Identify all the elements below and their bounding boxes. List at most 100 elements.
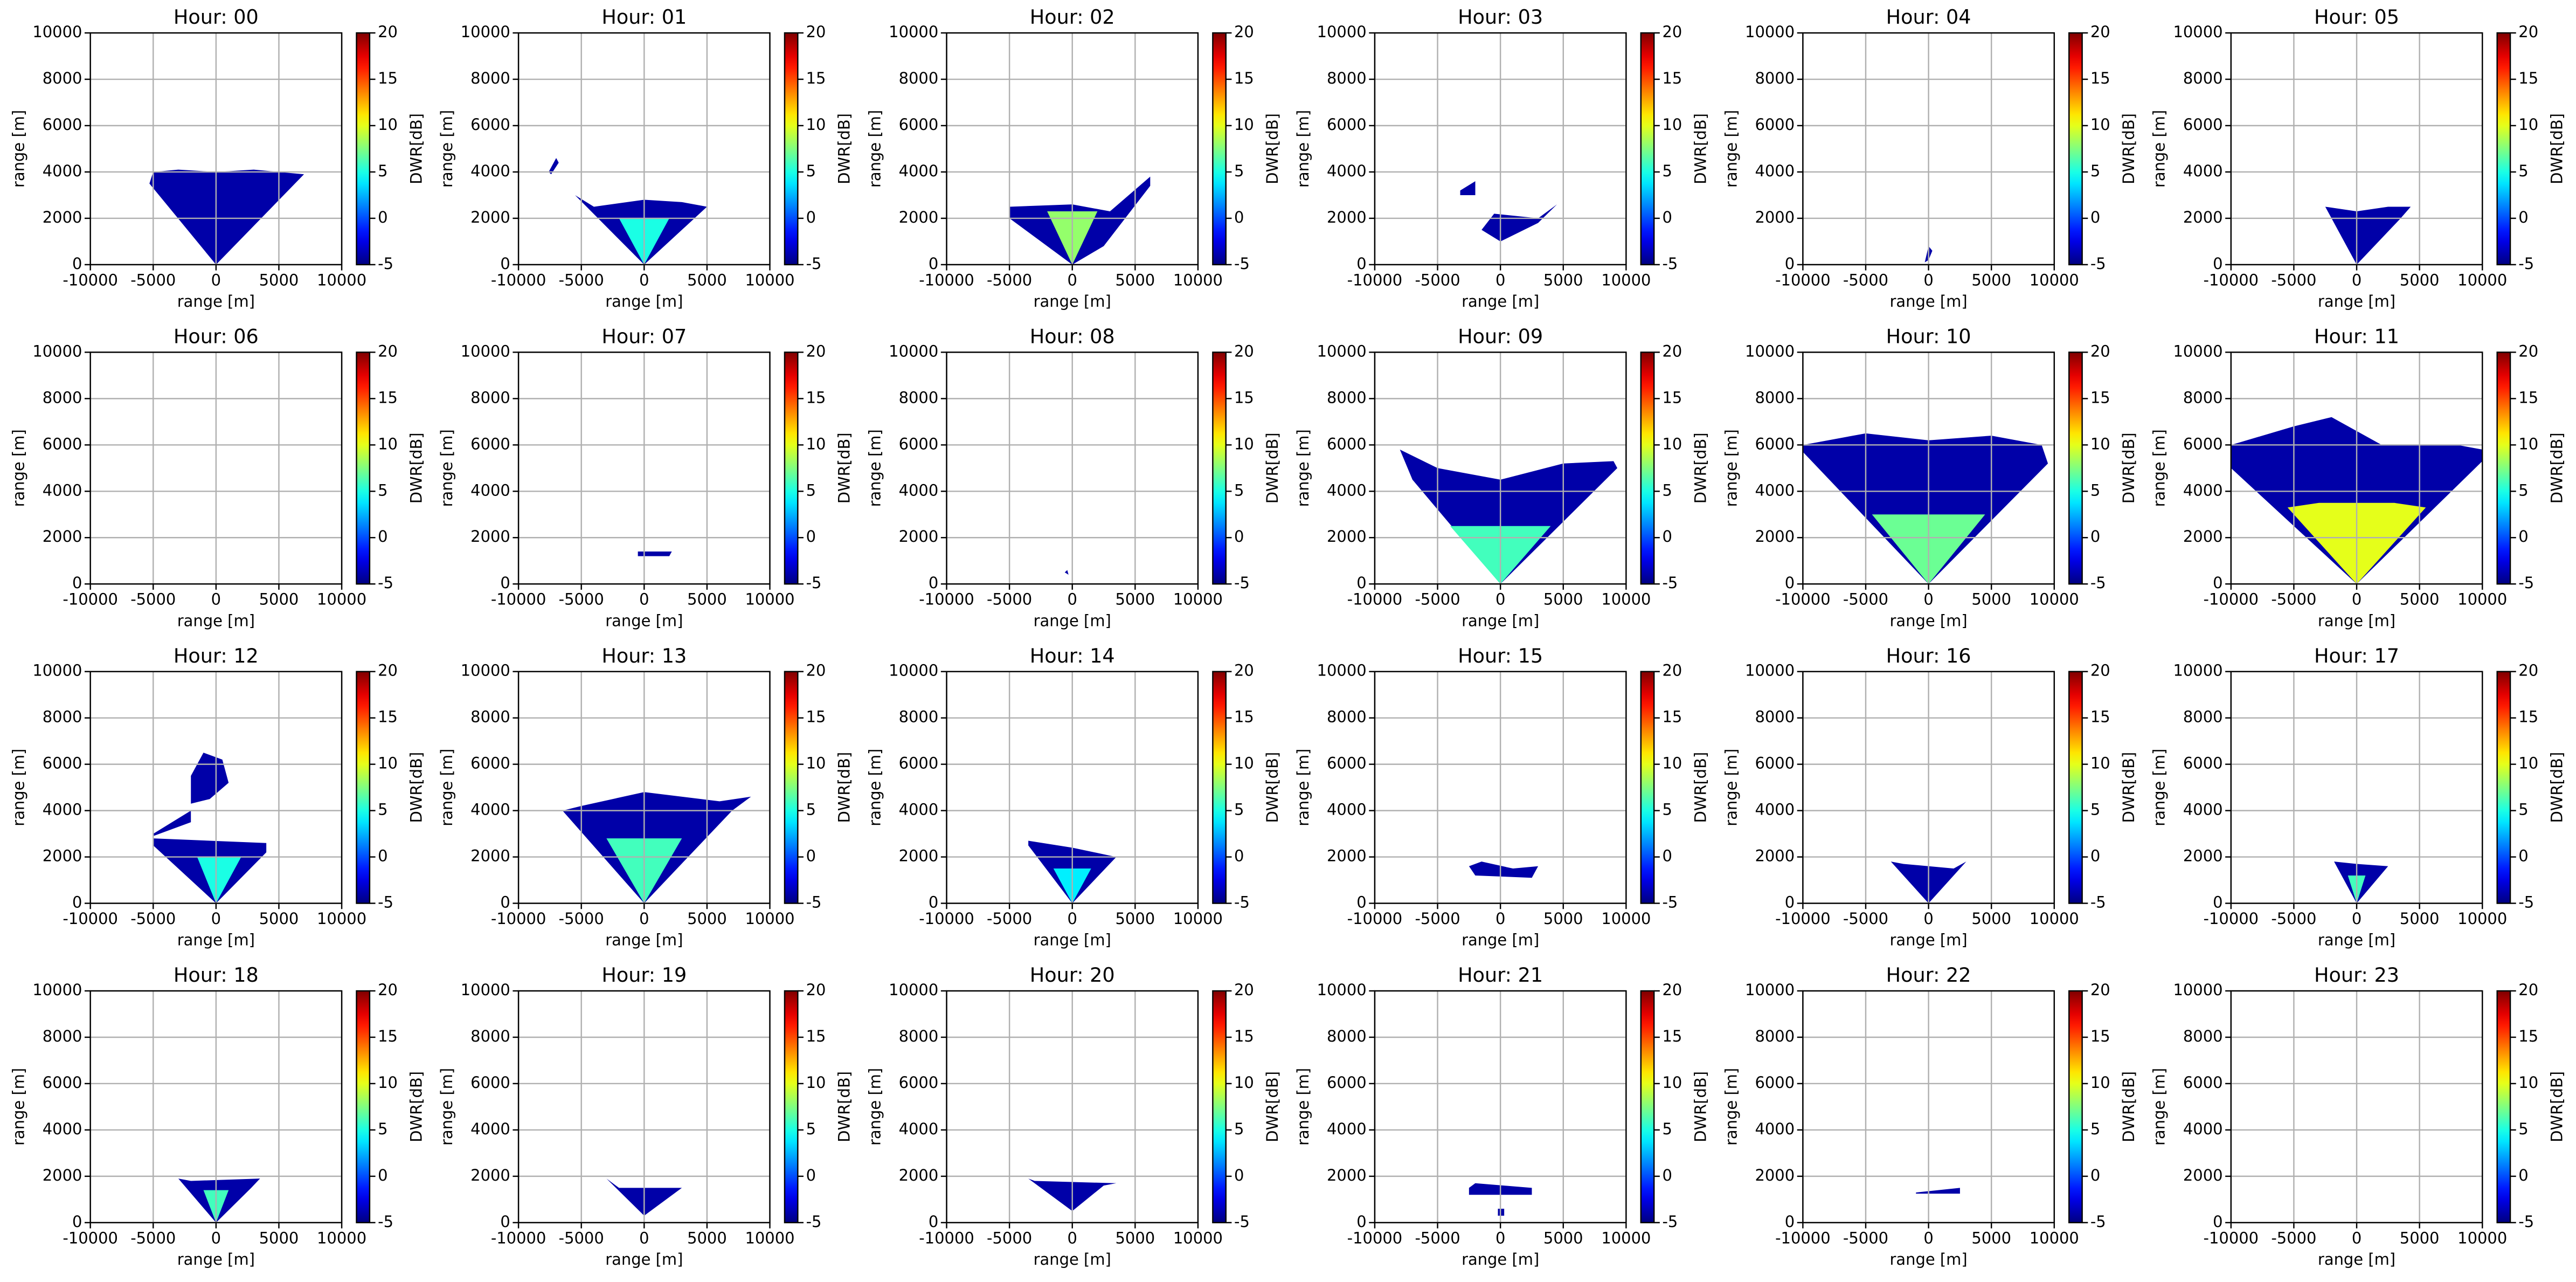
colorbar-tick-label: 10 [1662, 754, 1682, 773]
y-tick-label: 10000 [1745, 342, 1795, 360]
y-axis-label: range [m] [1294, 110, 1312, 188]
axes-frame [1374, 990, 1627, 1224]
x-tick-label: 10000 [2030, 590, 2079, 609]
echo-region [153, 810, 191, 836]
colorbar-tick-label: 10 [1234, 435, 1254, 453]
y-tick-label: 10000 [889, 23, 938, 41]
colorbar-tick-label: -5 [806, 254, 822, 273]
y-tick-label: 8000 [470, 708, 510, 726]
y-tick-label: 2000 [470, 1166, 510, 1184]
colorbar-tick-label: 5 [1234, 1120, 1244, 1138]
colorbar-label: DWR[dB] [407, 752, 425, 823]
x-tick-label: 0 [1495, 271, 1505, 289]
y-axis-label: range [m] [10, 749, 28, 826]
subplot-title: Hour: 08 [1030, 325, 1115, 348]
colorbar-tick-label: 5 [2090, 1120, 2100, 1138]
colorbar-tick-label: 0 [378, 527, 387, 546]
colorbar [1640, 671, 1655, 904]
colorbar-label: DWR[dB] [2120, 113, 2138, 184]
colorbar-label: DWR[dB] [835, 432, 854, 504]
x-tick-label: 5000 [259, 590, 299, 609]
colorbar-tick-label: -5 [1662, 1212, 1678, 1231]
x-tick-label: 0 [1495, 1229, 1505, 1247]
y-tick-label: 4000 [1327, 801, 1367, 819]
colorbar-tick-label: -5 [1662, 254, 1678, 273]
x-tick-label: -10000 [1347, 909, 1403, 928]
y-tick-label: 10000 [1317, 23, 1367, 41]
colorbar-tick-label: -5 [1234, 1212, 1250, 1231]
x-tick-label: 0 [211, 271, 221, 289]
y-tick-label: 2000 [1327, 1166, 1367, 1184]
y-tick-label: 2000 [899, 847, 939, 865]
y-tick-label: 6000 [1327, 115, 1367, 134]
x-tick-label: 10000 [745, 271, 794, 289]
colorbar-tick-label: 5 [2518, 801, 2528, 819]
x-axis-label: range [m] [605, 931, 683, 949]
colorbar-tick-label: 5 [806, 481, 816, 499]
axes-frame [946, 990, 1199, 1224]
y-tick-label: 6000 [899, 754, 939, 773]
y-axis-label: range [m] [1722, 110, 1740, 188]
y-tick-label: 4000 [1327, 1120, 1367, 1138]
x-axis-label: range [m] [1890, 292, 1968, 311]
axes-frame [1374, 351, 1627, 585]
x-tick-label: -10000 [1775, 909, 1831, 928]
y-tick-label: 0 [1785, 893, 1795, 912]
x-tick-label: -10000 [1347, 271, 1403, 289]
y-tick-label: 2000 [43, 1166, 82, 1184]
colorbar-tick-label: 5 [378, 1120, 387, 1138]
x-tick-label: -10000 [2204, 1229, 2259, 1247]
subplot-title: Hour: 12 [174, 644, 259, 667]
y-axis-label: range [m] [438, 429, 456, 507]
y-tick-label: 2000 [2183, 847, 2223, 865]
colorbar-tick-label: 0 [2518, 847, 2528, 865]
x-tick-label: -10000 [2204, 590, 2259, 609]
colorbar-tick-label: 5 [2090, 162, 2100, 180]
colorbar-label: DWR[dB] [407, 1071, 425, 1142]
colorbar-tick-label: 15 [2090, 388, 2110, 406]
y-tick-label: 4000 [1327, 481, 1367, 499]
subplot: -10000 -5000 0 5000 10000 0 2000 4000 6000 8000 10… [1294, 5, 1710, 311]
x-tick-label: 5000 [1543, 909, 1583, 928]
colorbar-label: DWR[dB] [2547, 752, 2566, 823]
colorbar-tick-label: 10 [1662, 435, 1682, 453]
axes-frame [946, 32, 1199, 266]
x-tick-label: 10000 [1601, 1229, 1651, 1247]
x-axis-label: range [m] [1034, 931, 1111, 949]
colorbar-tick-label: 10 [1234, 754, 1254, 773]
subplot-title: Hour: 04 [1886, 5, 1971, 29]
colorbar-tick-label: 0 [2090, 1166, 2100, 1184]
colorbar-tick-label: 20 [378, 342, 398, 360]
y-tick-label: 0 [2213, 574, 2222, 592]
y-tick-label: 2000 [1755, 847, 1795, 865]
x-tick-label: 5000 [1543, 271, 1583, 289]
colorbar-tick-label: 0 [1662, 1166, 1672, 1184]
y-tick-label: 8000 [43, 388, 82, 406]
y-tick-label: 4000 [899, 162, 939, 180]
y-tick-label: 0 [2213, 254, 2222, 273]
x-tick-label: 10000 [1173, 1229, 1223, 1247]
colorbar-tick-label: 15 [1662, 69, 1682, 87]
colorbar-tick-label: -5 [1234, 574, 1250, 592]
y-axis-label: range [m] [1722, 1068, 1740, 1146]
x-tick-label: -5000 [1415, 590, 1460, 609]
x-tick-label: 10000 [1601, 909, 1651, 928]
colorbar-tick-label: 20 [806, 342, 826, 360]
y-tick-label: 4000 [2183, 801, 2223, 819]
x-axis-label: range [m] [1890, 611, 1968, 630]
x-tick-label: 5000 [1543, 1229, 1583, 1247]
y-tick-label: 8000 [1327, 1027, 1367, 1045]
x-tick-label: -10000 [63, 271, 118, 289]
subplot-title: Hour: 09 [1458, 325, 1543, 348]
y-tick-label: 6000 [470, 1073, 510, 1092]
y-tick-label: 8000 [899, 388, 939, 406]
subplot-title: Hour: 22 [1886, 963, 1971, 987]
y-tick-label: 10000 [461, 981, 510, 999]
axes-frame [946, 351, 1199, 585]
y-tick-label: 4000 [470, 1120, 510, 1138]
colorbar-tick-label: -5 [1234, 893, 1250, 912]
colorbar [2068, 351, 2083, 585]
colorbar-tick-label: 20 [2518, 342, 2538, 360]
y-tick-label: 6000 [1327, 1073, 1367, 1092]
x-axis-label: range [m] [1034, 292, 1111, 311]
